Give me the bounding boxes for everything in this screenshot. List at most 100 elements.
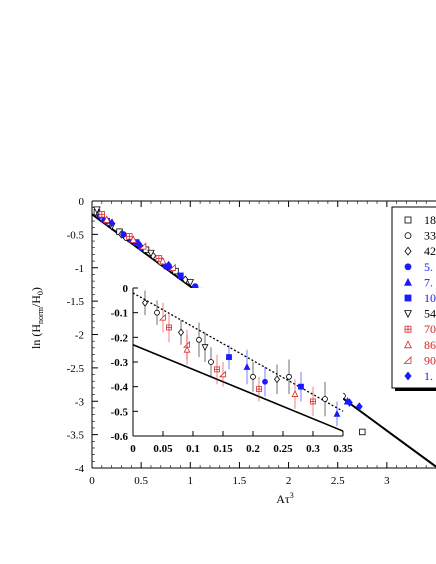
- inset-dotted-line: [132, 292, 344, 412]
- inset-y-tick-label: -0.4: [111, 382, 129, 394]
- data-point: [155, 255, 163, 262]
- data-point: [168, 263, 176, 271]
- inset-x-tick-label: 0.15: [213, 443, 233, 455]
- data-point: [129, 235, 138, 243]
- legend-marker: [404, 277, 412, 286]
- y-tick-label: -3: [75, 396, 85, 408]
- legend-label: 70: [424, 322, 436, 336]
- x-tick-label: 1.5: [233, 475, 247, 487]
- data-point: [120, 231, 127, 238]
- inset-data-point: [177, 328, 185, 337]
- inset-x-tick-label: 0.3: [306, 443, 320, 455]
- inset-data-point: [159, 313, 166, 321]
- inset-x-tick-label: 0.35: [333, 443, 353, 455]
- data-point: [186, 279, 195, 287]
- x-tick-label: 2: [286, 475, 292, 487]
- legend-entry: 86: [404, 338, 436, 352]
- legend-marker: [404, 263, 412, 271]
- legend-label: 5.: [424, 260, 433, 274]
- legend-entry: 7.: [404, 275, 433, 289]
- inset-plot: 0 0.05 0.1 0.15 0.2 0.25 0.3 0.35 0 -0.1 -0.2 -0.3 -…: [111, 283, 354, 455]
- data-point: [98, 211, 106, 218]
- data-point: [165, 260, 172, 270]
- data-point: [135, 240, 143, 249]
- x-tick-label: 0.5: [134, 475, 148, 487]
- x-tick-label: 0: [89, 475, 95, 487]
- y-tick-label: -4: [75, 463, 85, 475]
- data-point: [346, 398, 353, 407]
- y-tick-label: 0: [79, 196, 85, 208]
- x-tick-label: 1: [188, 475, 194, 487]
- data-point: [138, 242, 147, 250]
- legend-label: 86: [424, 338, 436, 352]
- legend-entry: 10: [404, 291, 436, 305]
- inset-data-point: [322, 396, 328, 402]
- legend-label: 54: [424, 307, 436, 321]
- inset-y-tick-label: -0.6: [111, 431, 129, 443]
- data-point: [108, 218, 115, 228]
- inset-data-point: [214, 366, 220, 373]
- inset-data-point: [141, 298, 149, 307]
- data-point: [147, 249, 155, 258]
- inset-data-point: [262, 378, 268, 385]
- inset-x-tick-label: 0.2: [246, 443, 260, 455]
- legend-marker: [404, 371, 412, 381]
- inset-background: [133, 288, 343, 436]
- inset-x-tick-label: 0: [130, 443, 136, 455]
- legend-label: 33: [424, 229, 436, 243]
- inset-data-point: [333, 409, 341, 417]
- legend-marker: [404, 246, 412, 256]
- inset-y-tick-label: -0.1: [111, 308, 128, 320]
- y-tick-label: -3.5: [67, 430, 85, 442]
- inset-y-tick-label: -0.2: [111, 332, 129, 344]
- x-axis-label: Aτ3: [276, 491, 294, 506]
- legend-marker: [404, 340, 412, 349]
- legend-label: 18: [424, 213, 436, 227]
- x-tick-label: 2.5: [331, 475, 345, 487]
- y-tick-label: -2: [75, 330, 84, 342]
- data-point: [93, 206, 101, 214]
- legend-label: 1.: [424, 369, 433, 383]
- legend-marker: [404, 216, 412, 224]
- legend-entry: 18: [404, 213, 436, 227]
- inset-data-point: [298, 383, 304, 390]
- inset-x-tick-label: 0.1: [186, 443, 200, 455]
- inset-data-point: [183, 345, 191, 353]
- x-tick-label: 3: [384, 475, 390, 487]
- inset-data-point: [154, 309, 160, 316]
- y-tick-label: -2.5: [67, 363, 85, 375]
- inset-y-tick-label: -0.5: [111, 406, 129, 418]
- legend-marker: [404, 325, 412, 333]
- legend-label: 42: [424, 244, 436, 258]
- data-point: [126, 233, 133, 240]
- inset-data-point: [196, 336, 202, 343]
- legend-marker: [404, 294, 412, 302]
- legend-box: [391, 206, 436, 389]
- legend-entry: 5.: [404, 260, 433, 274]
- inset-x-tick-label: 0.05: [153, 443, 173, 455]
- inset-x-tick-label: 0.25: [273, 443, 293, 455]
- inset-y-tick-label: 0: [123, 283, 129, 295]
- legend-entry: 1.: [404, 369, 433, 383]
- inset-data-point: [226, 354, 232, 360]
- data-point: [359, 428, 366, 436]
- data-point: [177, 272, 184, 279]
- y-axis-label: ln (Hnorm/H0): [29, 287, 45, 349]
- inset-fit-line: [132, 343, 344, 432]
- inset-data-point: [208, 359, 214, 365]
- y-tick-label: -0.5: [67, 229, 85, 241]
- inset-data-point: [291, 390, 299, 397]
- inset-data-point: [286, 373, 292, 380]
- data-point: [159, 256, 167, 265]
- inset-data-point: [273, 375, 281, 384]
- legend-entry: 70: [404, 322, 436, 336]
- inset-data-point: [256, 386, 262, 393]
- y-tick-label: -1.5: [67, 296, 85, 308]
- inset-y-tick-label: -0.3: [111, 357, 129, 369]
- legend-label: 10: [424, 291, 436, 305]
- legend-label: 90: [424, 353, 436, 367]
- inset-data-point: [201, 344, 209, 352]
- inset-data-point: [243, 363, 251, 370]
